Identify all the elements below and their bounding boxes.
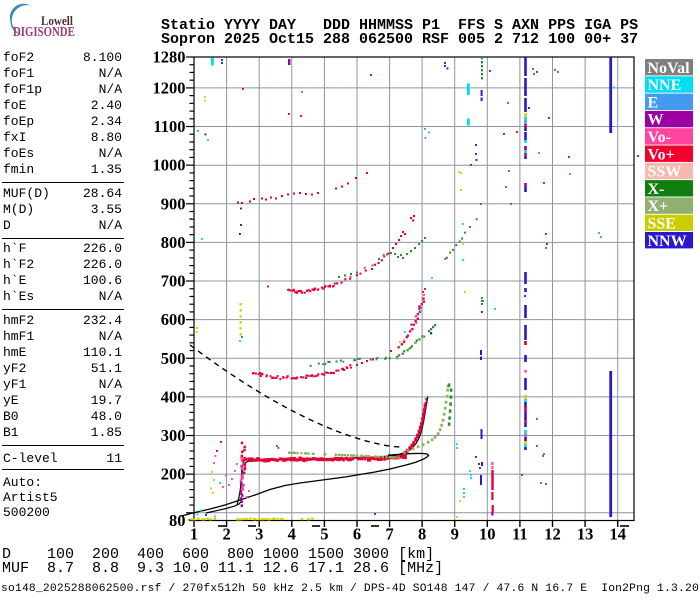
svg-text:X-: X- xyxy=(648,181,665,198)
svg-text:200: 200 xyxy=(161,465,186,484)
svg-text:300: 300 xyxy=(161,426,186,445)
svg-text:11: 11 xyxy=(512,524,528,543)
svg-text:E: E xyxy=(648,94,659,111)
svg-text:900: 900 xyxy=(161,194,186,213)
svg-text:500: 500 xyxy=(161,349,186,368)
svg-text:7: 7 xyxy=(385,524,393,543)
svg-text:400: 400 xyxy=(161,387,186,406)
svg-text:NNE: NNE xyxy=(648,77,682,94)
svg-text:9: 9 xyxy=(451,524,459,543)
svg-text:700: 700 xyxy=(161,272,186,291)
svg-text:1100: 1100 xyxy=(153,117,185,136)
svg-text:6: 6 xyxy=(353,524,361,543)
svg-text:1: 1 xyxy=(190,524,198,543)
svg-text:8: 8 xyxy=(418,524,426,543)
svg-text:13: 13 xyxy=(577,524,594,543)
svg-text:W: W xyxy=(648,112,664,129)
svg-text:2: 2 xyxy=(222,524,230,543)
svg-text:Vo-: Vo- xyxy=(648,129,671,146)
svg-text:1000: 1000 xyxy=(153,156,186,175)
svg-text:80: 80 xyxy=(169,511,186,530)
svg-text:1280: 1280 xyxy=(153,48,186,67)
svg-text:4: 4 xyxy=(288,524,296,543)
svg-text:14: 14 xyxy=(609,524,626,543)
svg-text:12: 12 xyxy=(544,524,561,543)
svg-text:600: 600 xyxy=(161,310,186,329)
svg-text:10: 10 xyxy=(479,524,496,543)
svg-text:NoVal: NoVal xyxy=(648,60,691,77)
svg-text:SSW: SSW xyxy=(648,164,682,181)
svg-text:X+: X+ xyxy=(648,198,669,215)
svg-text:Vo+: Vo+ xyxy=(648,146,675,163)
svg-text:1200: 1200 xyxy=(153,78,186,97)
svg-text:800: 800 xyxy=(161,233,186,252)
svg-text:SSE: SSE xyxy=(648,216,676,233)
svg-text:NNW: NNW xyxy=(648,233,687,250)
svg-text:5: 5 xyxy=(320,524,328,543)
svg-text:3: 3 xyxy=(255,524,263,543)
